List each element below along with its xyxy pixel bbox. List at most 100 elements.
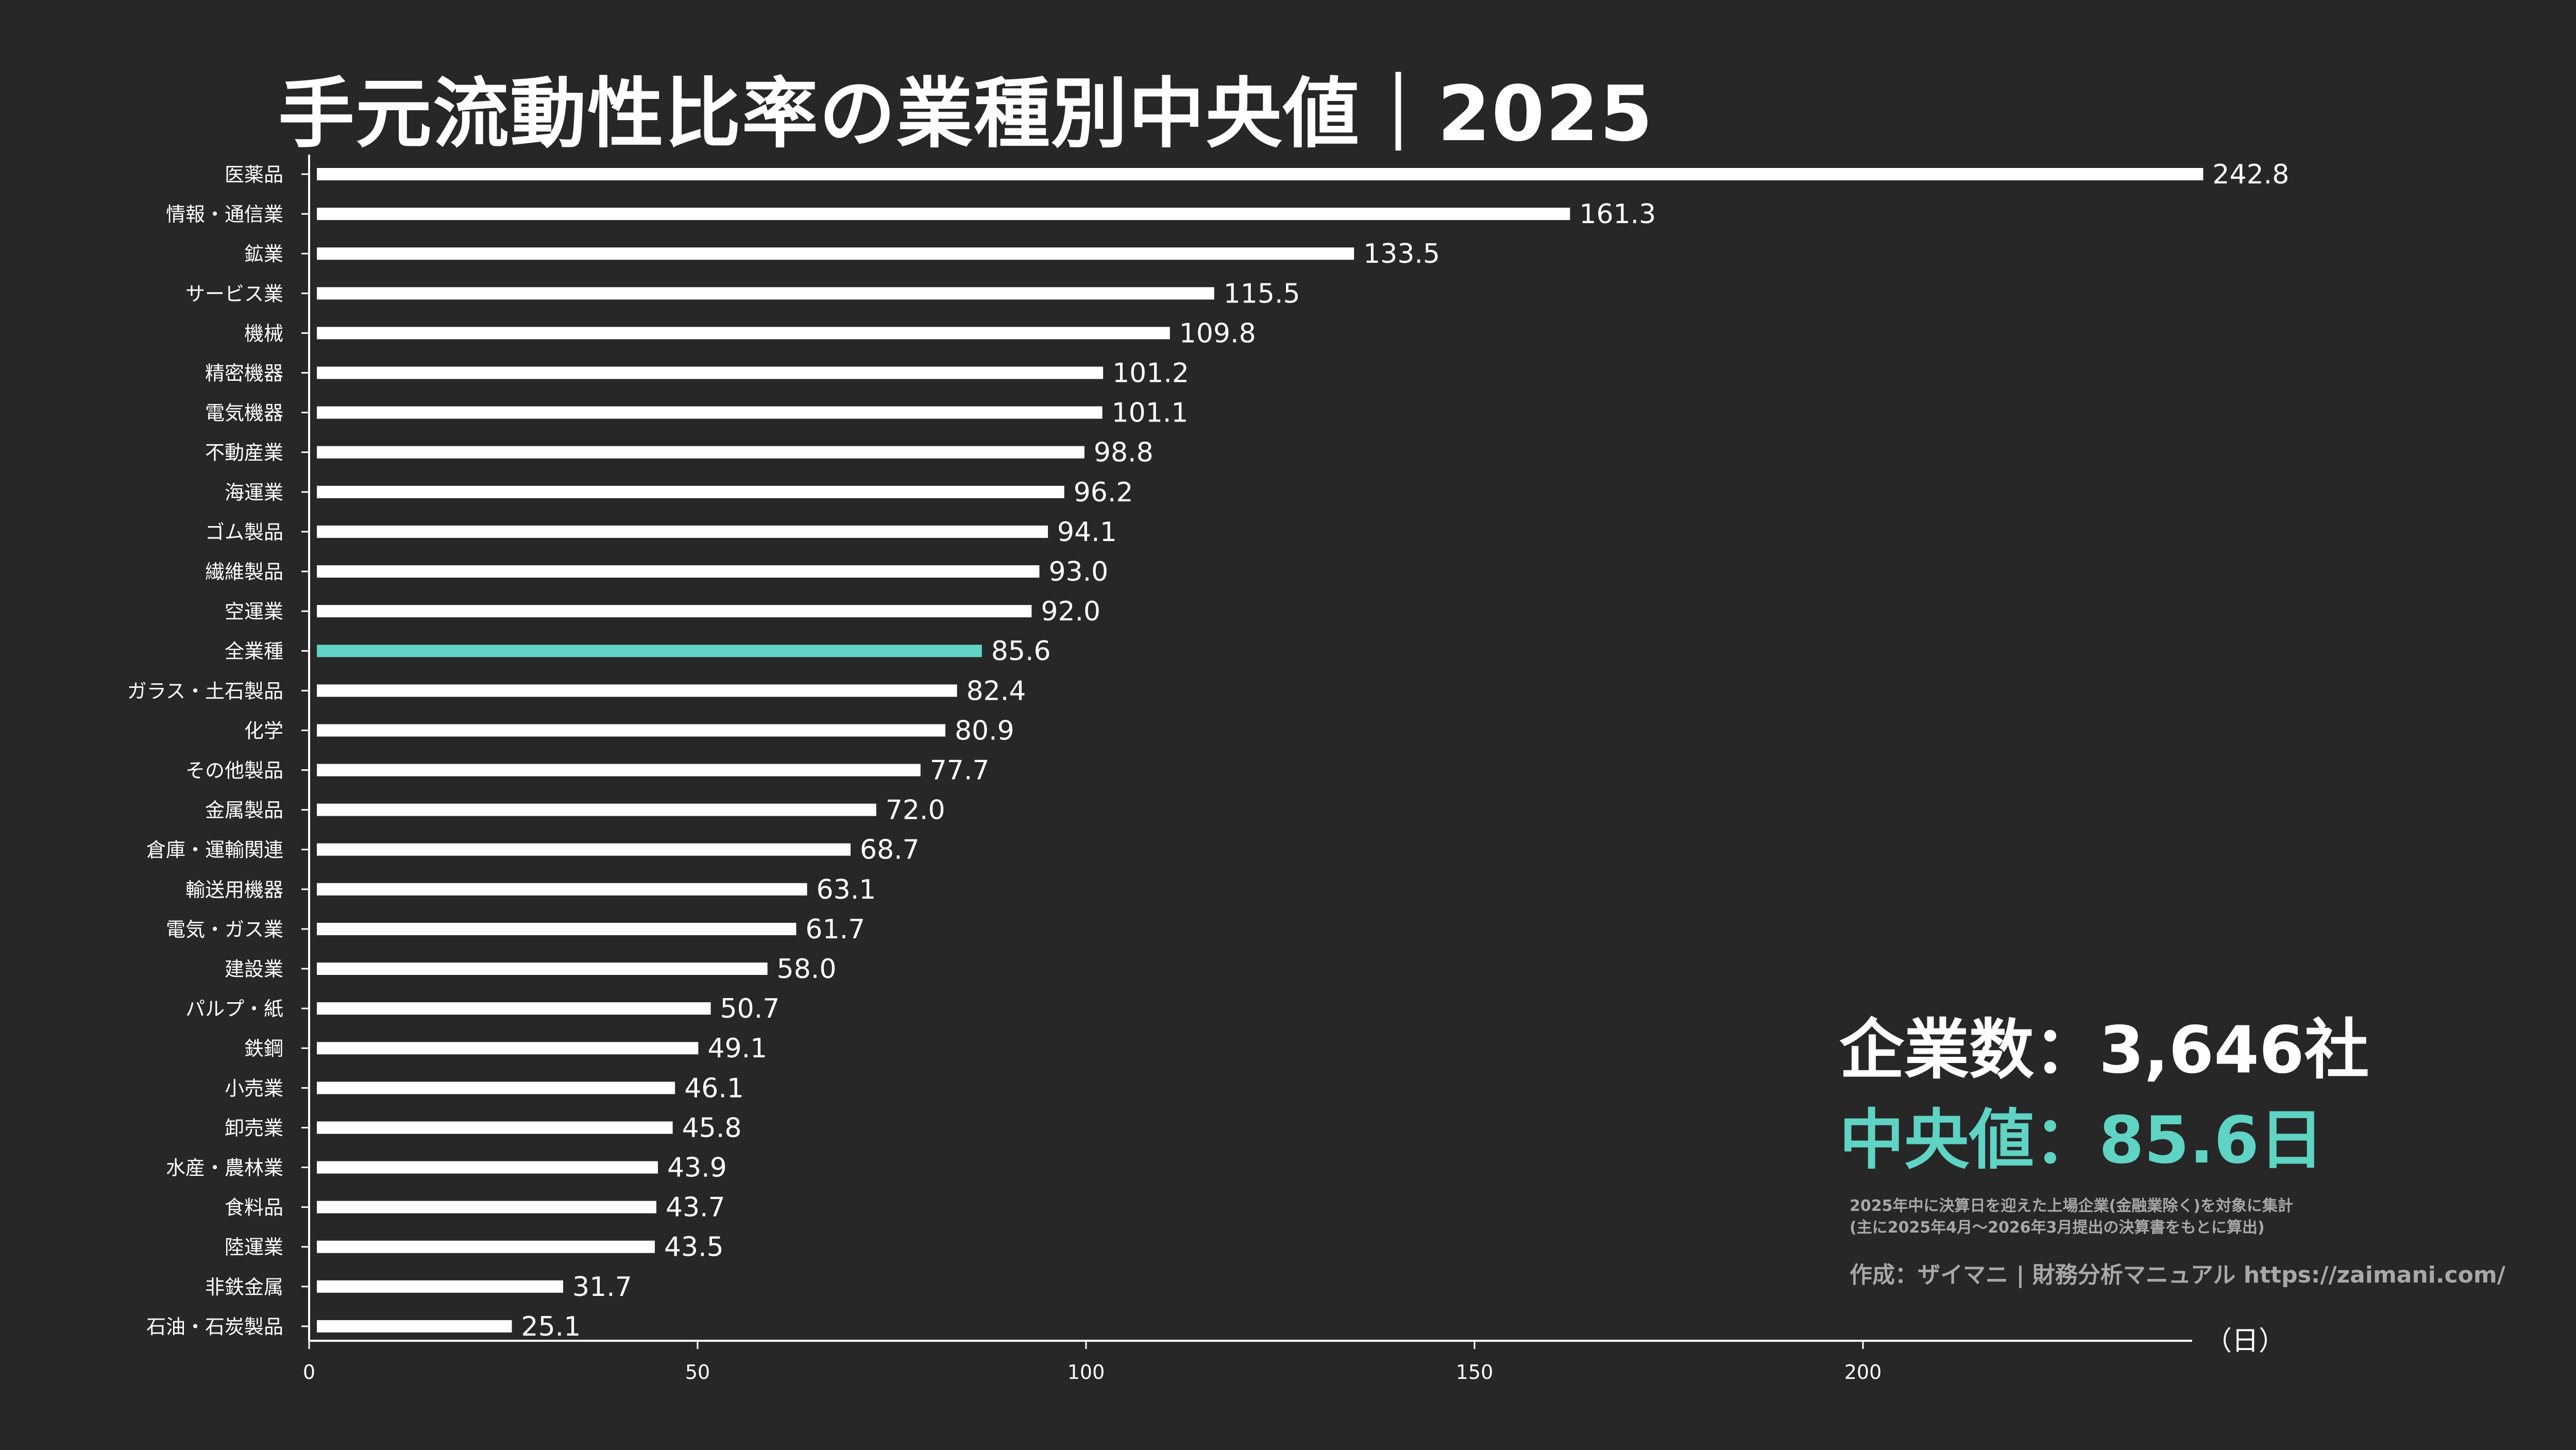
bar-13 bbox=[317, 684, 957, 697]
value-label: 58.0 bbox=[777, 954, 837, 985]
bar-22 bbox=[317, 1042, 699, 1055]
bar-19 bbox=[317, 922, 796, 935]
category-label: 空運業 bbox=[225, 600, 283, 623]
bar-7 bbox=[317, 446, 1084, 459]
value-label: 82.4 bbox=[967, 676, 1026, 706]
bar-28 bbox=[317, 1280, 564, 1293]
note-line-2: (主に2025年4月～2026年3月提出の決算書をもとに算出) bbox=[1850, 1219, 2265, 1237]
category-label: 小売業 bbox=[225, 1077, 283, 1100]
bar-15 bbox=[317, 764, 921, 777]
x-unit-label: （日） bbox=[2205, 1326, 2285, 1357]
category-labels: 医薬品情報・通信業鉱業サービス業機械精密機器電気機器不動産業海運業ゴム製品繊維製… bbox=[127, 163, 283, 1338]
bar-24 bbox=[317, 1121, 673, 1134]
value-label: 68.7 bbox=[860, 835, 920, 866]
category-label: 不動産業 bbox=[205, 442, 283, 464]
category-label: ゴム製品 bbox=[205, 521, 283, 544]
bar-3 bbox=[317, 287, 1214, 300]
x-tick-label: 200 bbox=[1844, 1361, 1882, 1384]
value-label: 101.1 bbox=[1112, 398, 1189, 429]
category-label: その他製品 bbox=[185, 760, 283, 782]
bar-23 bbox=[317, 1082, 675, 1094]
value-labels: 242.8 161.3 133.5 115.5 109.8 101.2 101.1 98.8 9… bbox=[521, 159, 2290, 1342]
category-label: 金属製品 bbox=[205, 799, 283, 822]
category-label: ガラス・土石製品 bbox=[127, 680, 283, 702]
category-label: 医薬品 bbox=[225, 163, 283, 186]
category-label: 電気機器 bbox=[205, 402, 283, 425]
bar-12 bbox=[317, 645, 982, 657]
value-label: 242.8 bbox=[2212, 159, 2289, 190]
category-label: 電気・ガス業 bbox=[166, 918, 283, 941]
bar-29 bbox=[317, 1320, 512, 1333]
bar-2 bbox=[317, 247, 1354, 260]
value-label: 92.0 bbox=[1041, 596, 1100, 627]
value-label: 46.1 bbox=[684, 1073, 744, 1104]
category-label: 陸運業 bbox=[225, 1236, 283, 1259]
bar-8 bbox=[317, 485, 1064, 498]
value-label: 98.8 bbox=[1094, 437, 1154, 468]
category-label: 食料品 bbox=[225, 1196, 283, 1219]
bar-10 bbox=[317, 565, 1040, 578]
value-label: 85.6 bbox=[991, 636, 1051, 667]
category-label: 精密機器 bbox=[205, 362, 283, 385]
bars bbox=[317, 168, 2204, 1333]
axes bbox=[301, 155, 2192, 1342]
bar-25 bbox=[317, 1161, 658, 1174]
bar-9 bbox=[317, 525, 1048, 538]
summary-stats: 企業数：3,646社 中央値：85.6日 bbox=[1839, 1005, 2369, 1185]
value-label: 96.2 bbox=[1074, 477, 1133, 508]
value-label: 63.1 bbox=[817, 874, 876, 905]
value-label: 80.9 bbox=[955, 715, 1014, 746]
value-label: 25.1 bbox=[521, 1311, 581, 1342]
value-label: 45.8 bbox=[682, 1112, 742, 1143]
x-tick-label: 150 bbox=[1456, 1361, 1494, 1384]
category-label: 水産・農林業 bbox=[166, 1157, 283, 1179]
median-value: 中央値：85.6日 bbox=[1839, 1102, 2324, 1178]
value-label: 43.5 bbox=[664, 1232, 724, 1263]
bar-6 bbox=[317, 406, 1103, 419]
value-label: 43.7 bbox=[666, 1192, 725, 1223]
x-ticks: 0 50 100 150 200 bbox=[303, 1341, 1882, 1384]
x-tick-label: 50 bbox=[685, 1361, 710, 1384]
note-line-1: 2025年中に決算日を迎えた上場企業(金融業除く)を対象に集計 bbox=[1850, 1197, 2293, 1215]
x-tick-label: 100 bbox=[1067, 1361, 1105, 1384]
category-label: 輸送用機器 bbox=[185, 879, 283, 901]
bar-20 bbox=[317, 963, 768, 975]
bar-5 bbox=[317, 366, 1104, 379]
value-label: 133.5 bbox=[1363, 239, 1440, 269]
category-label: パルプ・紙 bbox=[185, 998, 283, 1020]
value-label: 72.0 bbox=[886, 795, 945, 826]
bar-4 bbox=[317, 327, 1170, 340]
value-label: 93.0 bbox=[1048, 557, 1108, 587]
notes: 2025年中に決算日を迎えた上場企業(金融業除く)を対象に集計 (主に2025年… bbox=[1850, 1195, 2505, 1289]
category-label: 非鉄金属 bbox=[205, 1276, 283, 1299]
category-label: 石油・石炭製品 bbox=[146, 1316, 283, 1338]
value-label: 94.1 bbox=[1057, 517, 1117, 548]
bar-16 bbox=[317, 803, 876, 816]
value-label: 77.7 bbox=[930, 755, 990, 786]
value-label: 49.1 bbox=[707, 1033, 767, 1064]
category-label: 全業種 bbox=[225, 640, 283, 663]
bar-26 bbox=[317, 1201, 656, 1213]
value-label: 161.3 bbox=[1579, 199, 1656, 230]
category-label: サービス業 bbox=[185, 282, 283, 305]
category-label: 鉄鋼 bbox=[244, 1037, 283, 1060]
category-label: 海運業 bbox=[225, 481, 283, 504]
category-label: 機械 bbox=[244, 322, 283, 345]
value-label: 61.7 bbox=[805, 914, 865, 945]
category-label: 卸売業 bbox=[225, 1117, 283, 1139]
value-label: 115.5 bbox=[1224, 278, 1300, 309]
value-label: 109.8 bbox=[1179, 318, 1256, 349]
category-label: 繊維製品 bbox=[205, 561, 283, 583]
x-tick-label: 0 bbox=[303, 1361, 315, 1384]
bar-11 bbox=[317, 605, 1032, 618]
bar-14 bbox=[317, 724, 945, 737]
bar-27 bbox=[317, 1240, 655, 1253]
category-label: 情報・通信業 bbox=[166, 203, 283, 226]
category-label: 化学 bbox=[244, 719, 283, 742]
credit-line: 作成：ザイマニ | 財務分析マニュアル https://zaimani.com/ bbox=[1850, 1262, 2505, 1288]
chart-title: 手元流動性比率の業種別中央値｜2025 bbox=[278, 70, 1654, 158]
value-label: 43.9 bbox=[667, 1153, 727, 1184]
bar-21 bbox=[317, 1002, 711, 1015]
bar-0 bbox=[317, 168, 2204, 180]
